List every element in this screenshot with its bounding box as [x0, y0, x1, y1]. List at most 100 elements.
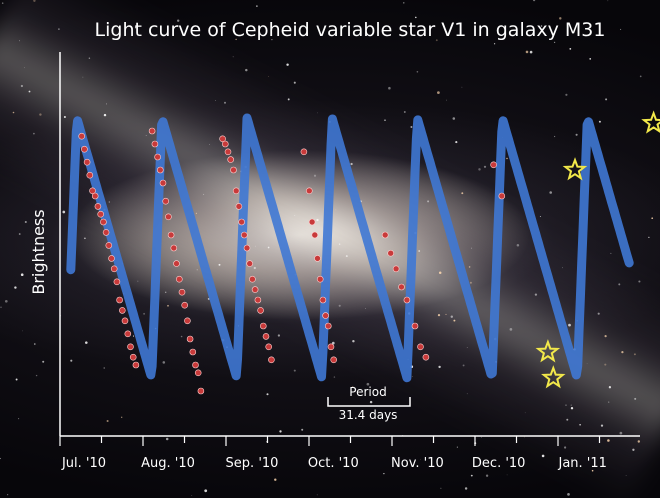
background-star [1, 2, 4, 4]
background-star [33, 132, 35, 135]
background-star [570, 404, 572, 406]
background-star [84, 237, 86, 240]
background-star [366, 382, 370, 386]
observation-point [498, 192, 506, 200]
highlighted-observations-layer [535, 110, 660, 389]
background-star [274, 478, 277, 481]
observation-point [398, 283, 405, 291]
background-star [586, 363, 588, 364]
observation-point [167, 231, 175, 239]
background-star [464, 487, 468, 490]
observation-point [81, 145, 88, 153]
background-star [633, 353, 636, 356]
background-star [453, 319, 456, 322]
background-star [651, 217, 654, 220]
background-star [316, 218, 319, 222]
background-star [608, 386, 612, 389]
background-star [568, 323, 571, 327]
background-star [639, 75, 642, 78]
background-star [540, 25, 543, 27]
background-star [637, 440, 640, 443]
observation-point [327, 343, 335, 351]
background-star [333, 376, 336, 378]
observation-point [251, 286, 259, 293]
observation-point [157, 166, 164, 174]
background-star [15, 378, 18, 381]
background-star [524, 436, 525, 438]
background-star [524, 412, 526, 414]
observation-point [232, 187, 240, 195]
background-star [108, 201, 110, 203]
background-star [70, 359, 73, 362]
background-star [466, 347, 468, 348]
background-star [338, 243, 341, 245]
observation-point [392, 265, 400, 273]
background-star [34, 343, 36, 345]
background-star [598, 120, 601, 123]
background-star [403, 111, 406, 113]
background-star [461, 192, 464, 195]
observation-point [330, 356, 338, 364]
x-tick-label: Aug. '10 [141, 456, 195, 471]
observation-point [238, 218, 245, 226]
observation-point [162, 197, 169, 205]
background-star [28, 90, 31, 93]
background-star [607, 0, 609, 2]
observation-point [178, 288, 186, 296]
background-star [604, 363, 607, 366]
background-star [604, 335, 607, 338]
observation-point [129, 353, 137, 361]
observation-point [324, 322, 332, 330]
observation-point [305, 187, 313, 195]
observation-point [241, 231, 248, 239]
observation-point [186, 335, 194, 343]
background-star [597, 312, 600, 315]
observation-point [311, 231, 319, 239]
background-star [137, 280, 139, 282]
background-star [478, 168, 481, 171]
background-star [469, 281, 472, 284]
background-star [438, 271, 442, 275]
x-tick-label: Sep. '10 [226, 456, 279, 471]
observation-point [170, 244, 178, 252]
background-star [33, 0, 36, 3]
background-star [565, 404, 567, 406]
observation-point [422, 353, 430, 361]
background-star [316, 494, 318, 496]
background-star [437, 314, 441, 317]
background-star [39, 113, 42, 116]
observation-point [314, 255, 321, 262]
observation-point [308, 218, 316, 226]
observation-point [165, 213, 172, 221]
observation-point [124, 330, 132, 338]
background-star [63, 115, 66, 119]
background-star [293, 369, 296, 372]
background-star [134, 26, 137, 29]
background-star [621, 350, 624, 354]
background-star [191, 495, 193, 496]
background-star [435, 39, 438, 42]
background-star [470, 474, 473, 477]
highlighted-observation-star [541, 365, 566, 389]
background-star [145, 135, 147, 137]
observation-point [151, 140, 159, 148]
background-star [82, 76, 84, 78]
background-star [62, 210, 66, 214]
background-star [335, 209, 337, 211]
background-star [180, 335, 183, 338]
observation-point [110, 265, 118, 273]
observation-point [184, 317, 191, 325]
observation-point [224, 148, 232, 156]
background-star [111, 38, 114, 40]
background-star [632, 448, 635, 451]
observation-point [94, 203, 102, 210]
observation-point [127, 343, 134, 351]
background-star [493, 43, 496, 45]
observation-point [173, 260, 180, 267]
observation-point [249, 275, 256, 283]
background-star [42, 360, 45, 363]
background-star [204, 489, 208, 493]
observation-point [417, 343, 424, 351]
observation-point [235, 203, 243, 210]
